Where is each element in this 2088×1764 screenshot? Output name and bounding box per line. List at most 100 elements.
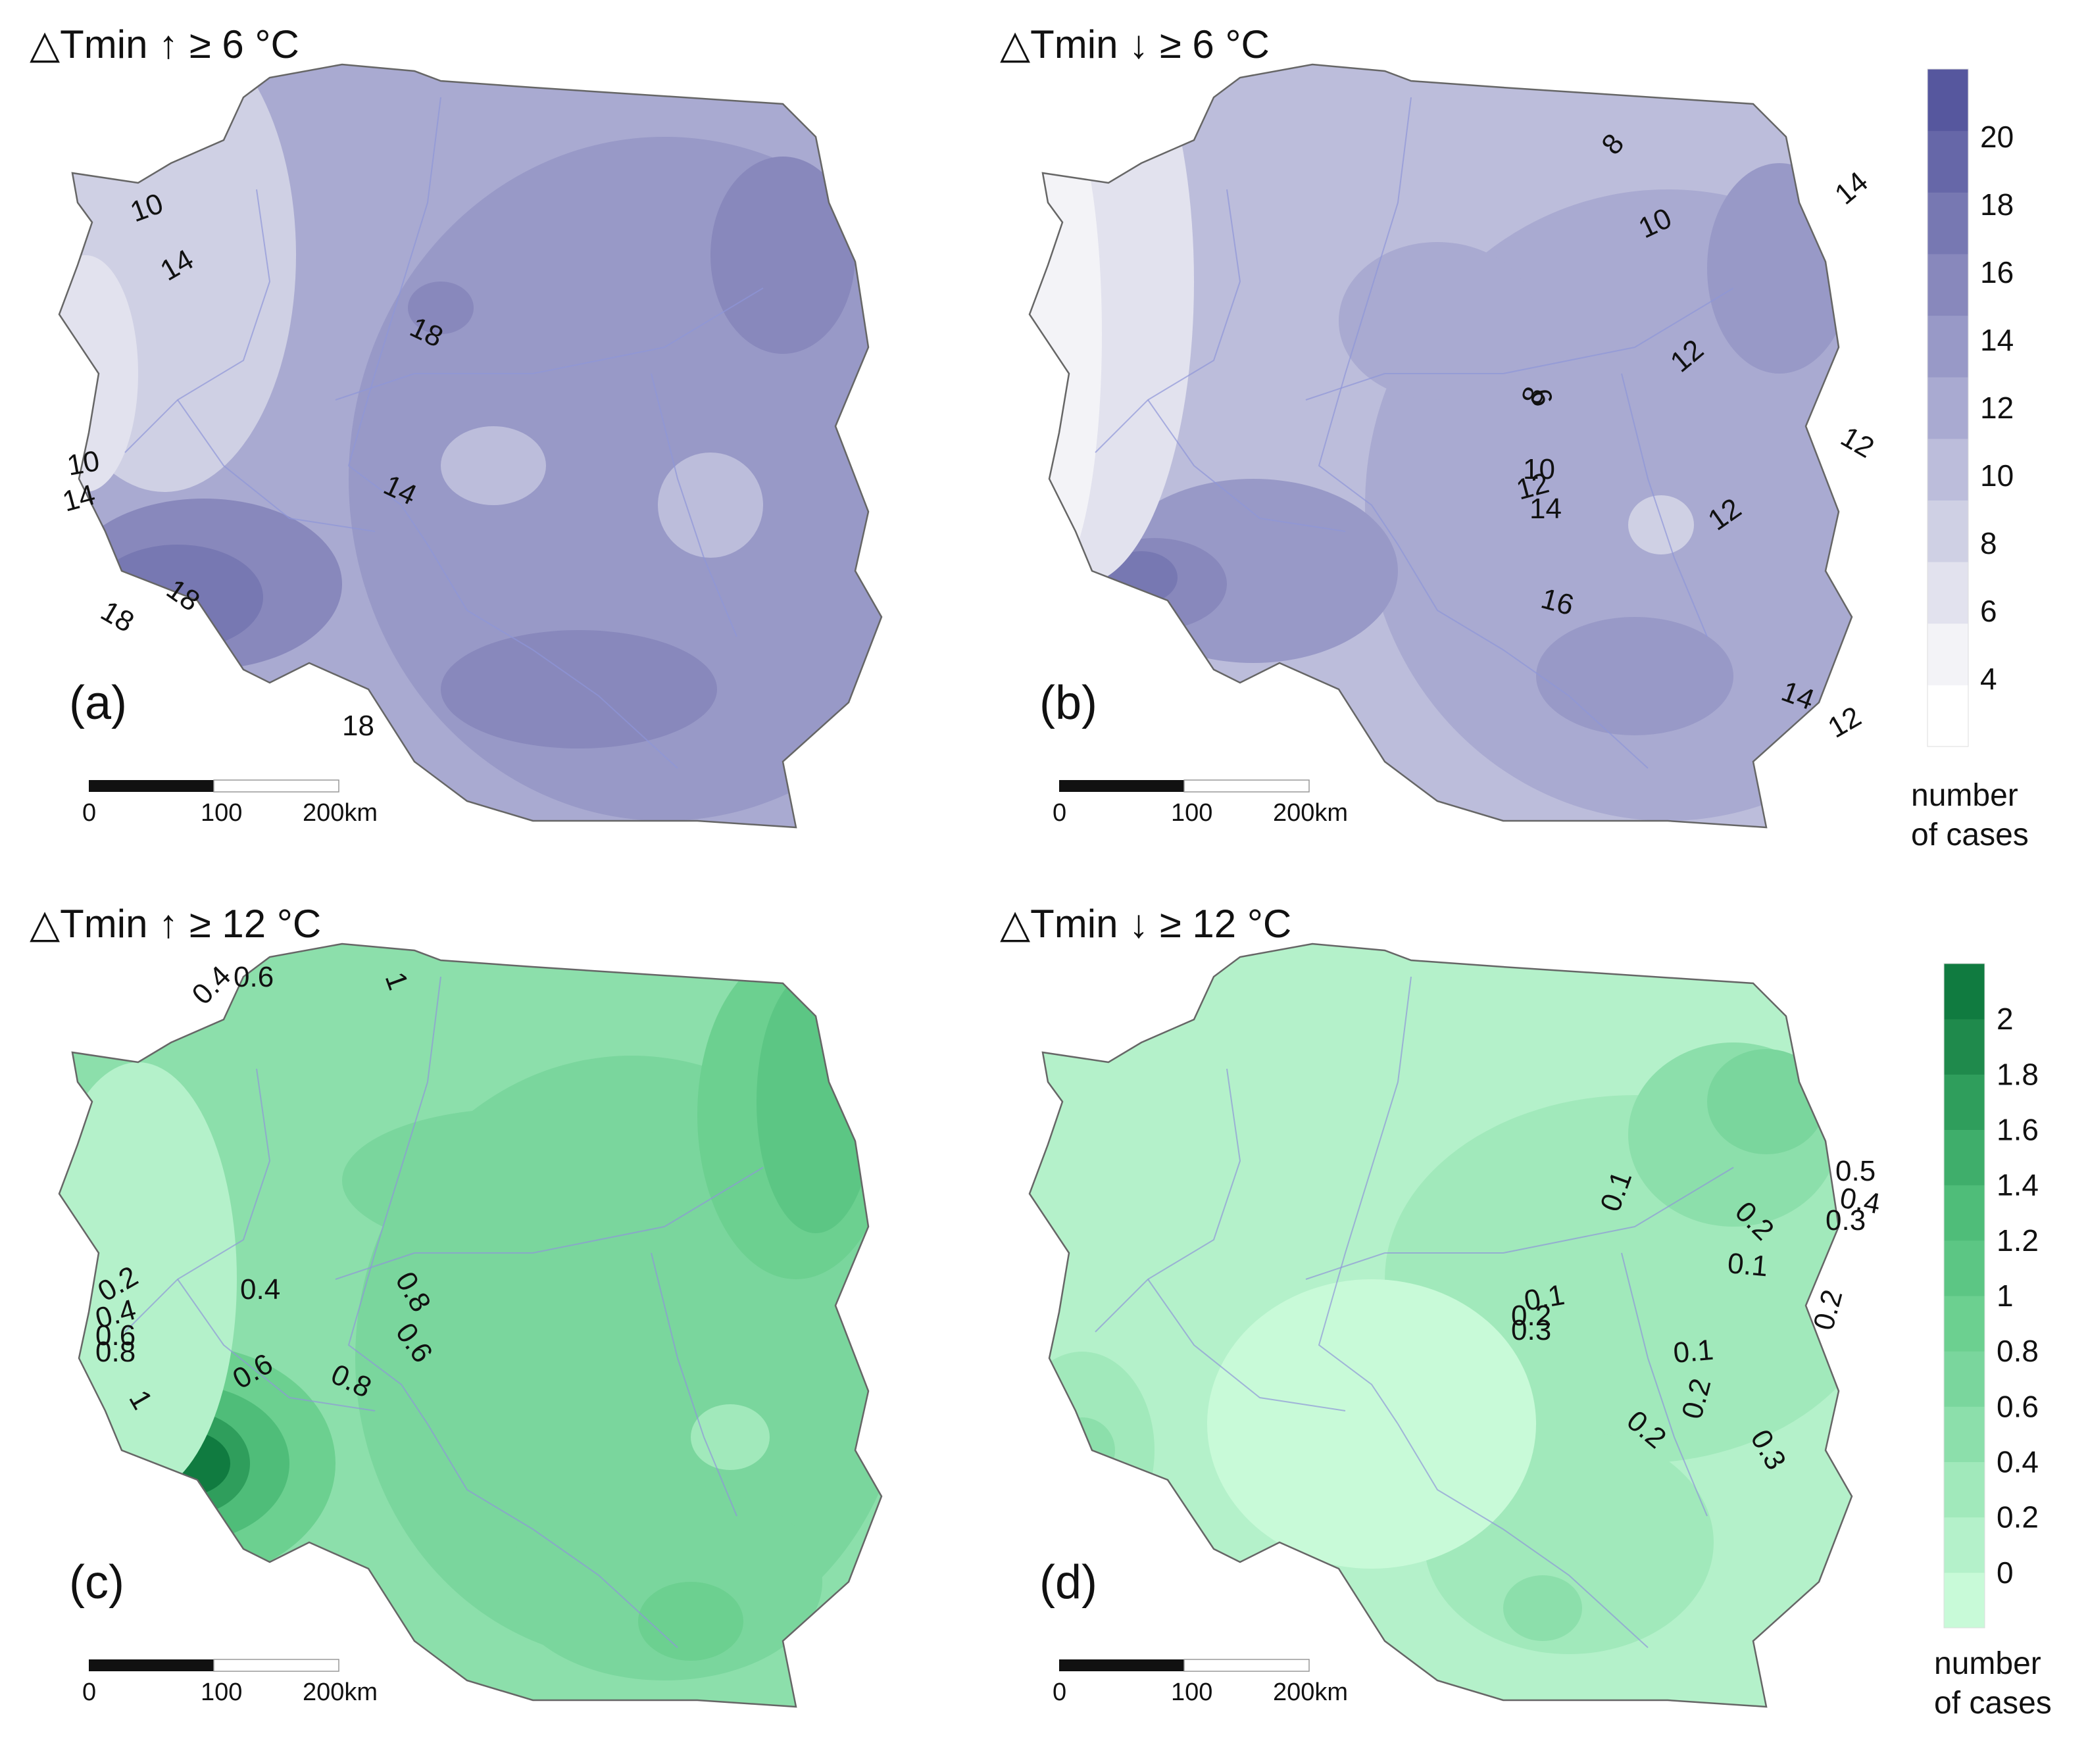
river xyxy=(1318,976,1412,1425)
legend-tick: 0 xyxy=(1997,1556,2014,1590)
legend-tick: 6 xyxy=(1980,594,1997,628)
isoline-label: 14 xyxy=(1529,493,1562,525)
isoline-label: 0.2 xyxy=(1807,1286,1849,1334)
scale-bar: 0 100 200km xyxy=(1053,1659,1348,1706)
contour-fill-d xyxy=(1030,944,1852,1707)
river xyxy=(1147,399,1346,532)
river xyxy=(1095,1068,1241,1333)
legend-tick: 14 xyxy=(1980,323,2014,357)
legend-swatch xyxy=(1927,130,1968,193)
legend-swatch xyxy=(1927,562,1968,624)
panel-title: △Tmin ↑ ≥ 12 °C xyxy=(30,902,321,946)
legend-swatch xyxy=(1927,253,1968,316)
legend-swatch xyxy=(1927,192,1968,255)
isoline-label: 0.5 xyxy=(1835,1155,1876,1187)
legend-swatch xyxy=(1944,1296,1985,1352)
isoline-label: 0.2 xyxy=(1511,1300,1551,1332)
scale-bar: 0 100 200km xyxy=(82,1659,378,1706)
scale-bar-label: 0 xyxy=(82,799,96,827)
scale-bar-label: 200km xyxy=(1273,1678,1348,1706)
panel-label: (a) xyxy=(69,677,127,729)
scale-bar-solid xyxy=(1059,1659,1184,1671)
contour-band xyxy=(342,1108,697,1253)
river xyxy=(1305,1167,1734,1280)
panel-title: △Tmin ↓ ≥ 6 °C xyxy=(1000,22,1270,66)
contour-band xyxy=(1207,1279,1536,1569)
contour-band xyxy=(441,630,717,748)
isoline-label: 0.1 xyxy=(1672,1334,1715,1369)
legend-swatch xyxy=(1944,1019,1985,1075)
map-panel-c: △Tmin ↑ ≥ 12 °C(c)0.40.6 10.20.40.60.80.4… xyxy=(30,902,883,1708)
scale-bar-open xyxy=(1183,1659,1310,1672)
legend-swatch xyxy=(1927,623,1968,685)
river xyxy=(177,1279,376,1411)
legend-unit-line1: number xyxy=(1934,1646,2041,1681)
isoline-label: 0.4 xyxy=(186,960,237,1011)
scale-bar: 0 100 200km xyxy=(1053,779,1348,827)
scale-bar-label: 100 xyxy=(201,1678,242,1706)
legend-bottom: 2 1.8 1.6 1.4 1.2 1 0.8 0.6 0.4 0.2 0 number of case… xyxy=(1934,963,2052,1721)
legend-swatch xyxy=(1927,685,1968,747)
river xyxy=(1318,97,1412,545)
contour-band xyxy=(1707,163,1852,374)
scale-bar-label: 100 xyxy=(1171,1678,1212,1706)
river xyxy=(1397,544,1649,769)
contour-fill-a xyxy=(59,64,882,827)
contour-fill-c xyxy=(59,944,882,1707)
legend-swatch xyxy=(1927,500,1968,562)
legend-tick: 0.4 xyxy=(1997,1445,2039,1479)
scale-bar-label: 200km xyxy=(1273,799,1348,827)
river xyxy=(1621,373,1708,637)
contour-band xyxy=(1536,617,1733,735)
legend-tick: 1.6 xyxy=(1997,1113,2039,1147)
legend-swatch xyxy=(1927,315,1968,378)
legend-tick: 1 xyxy=(1997,1279,2014,1313)
contour-band xyxy=(408,282,474,334)
legend-swatch xyxy=(1927,69,1968,132)
legend-swatch xyxy=(1944,1517,1985,1573)
river xyxy=(1305,287,1734,401)
legend-tick: 0.8 xyxy=(1997,1334,2039,1368)
isoline-label: 0.4 xyxy=(240,1273,280,1306)
legend-tick: 1.2 xyxy=(1997,1223,2039,1258)
legend-swatch xyxy=(1944,1074,1985,1130)
legend-swatch xyxy=(1944,964,1985,1019)
scale-bar-label: 0 xyxy=(1053,1678,1066,1706)
river xyxy=(651,1252,737,1517)
scale-bar-solid xyxy=(89,780,214,792)
scale-bar-label: 100 xyxy=(1171,799,1212,827)
legend-tick: 1.4 xyxy=(1997,1168,2039,1202)
legend-unit-line1: number xyxy=(1911,778,2018,813)
legend-frame xyxy=(1927,68,1969,747)
panel-title: △Tmin ↑ ≥ 6 °C xyxy=(30,22,299,66)
contour-band xyxy=(441,426,546,505)
isoline-label: 12 xyxy=(1823,700,1867,745)
legend-tick: 18 xyxy=(1980,187,2014,222)
river xyxy=(1621,1252,1708,1517)
legend-top: 20 18 16 14 12 10 8 6 4 number of cases xyxy=(1911,68,2029,852)
legend-unit-line2: of cases xyxy=(1934,1686,2052,1721)
legend-tick: 2 xyxy=(1997,1002,2014,1036)
contour-band xyxy=(1339,242,1536,400)
isoline-label: 18 xyxy=(95,595,139,639)
map-panel-b: △Tmin ↓ ≥ 6 °C(b)81014121268101214161214… xyxy=(1000,22,1879,829)
river xyxy=(347,976,441,1425)
scale-bar-label: 100 xyxy=(201,799,242,827)
contour-band xyxy=(1707,1049,1826,1154)
isoline-label: 10 xyxy=(64,445,102,482)
scale-bar-label: 0 xyxy=(82,1678,96,1706)
legend-frame xyxy=(1943,963,1985,1629)
isoline-label: 0.6 xyxy=(95,1319,136,1352)
river xyxy=(1147,1279,1346,1411)
legend-swatch xyxy=(1944,1351,1985,1407)
river xyxy=(177,399,376,532)
legend-swatch xyxy=(1927,377,1968,439)
panel-label: (d) xyxy=(1039,1556,1097,1609)
river xyxy=(1397,1423,1649,1648)
legend-unit-line2: of cases xyxy=(1911,818,2029,852)
legend-tick: 4 xyxy=(1980,662,1997,696)
scale-bar-open xyxy=(213,1659,339,1672)
isoline-label: 0.1 xyxy=(1522,1279,1567,1317)
legend-tick: 0.6 xyxy=(1997,1389,2039,1423)
